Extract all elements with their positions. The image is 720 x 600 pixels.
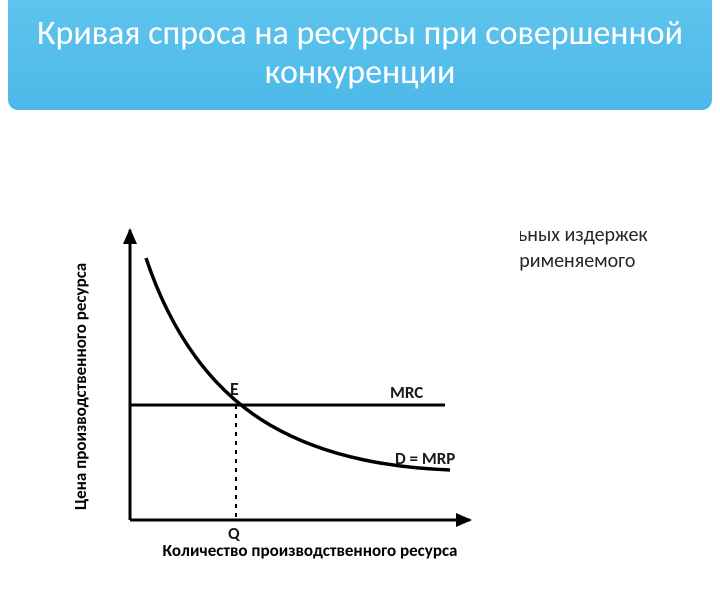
y-axis-arrow-icon xyxy=(123,228,137,244)
intersection-label: E xyxy=(230,378,239,400)
chart: Цена производственного ресурса Количеств… xyxy=(50,210,520,600)
mrc-label: MRC xyxy=(390,382,423,403)
x-axis-arrow-icon xyxy=(456,513,472,527)
demand-curve xyxy=(146,258,450,470)
plot-svg xyxy=(50,210,520,600)
demand-curve-label: D = MRP xyxy=(395,448,455,469)
q-tick-label: Q xyxy=(228,523,240,544)
title-banner: Кривая спроса на ресурсы при совершенной… xyxy=(8,0,712,110)
slide-title: Кривая спроса на ресурсы при совершенной… xyxy=(28,14,692,92)
